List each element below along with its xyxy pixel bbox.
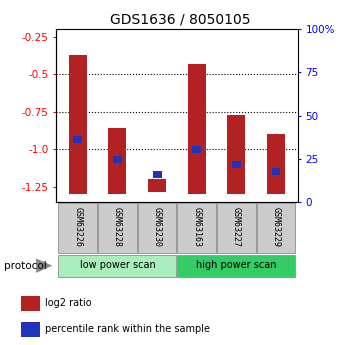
Text: percentile rank within the sample: percentile rank within the sample <box>45 324 210 334</box>
Text: high power scan: high power scan <box>196 260 277 270</box>
FancyBboxPatch shape <box>58 203 97 253</box>
Bar <box>109 128 126 194</box>
Bar <box>21 322 40 337</box>
FancyBboxPatch shape <box>58 255 177 277</box>
Text: GSM63163: GSM63163 <box>192 207 201 247</box>
Text: GSM63226: GSM63226 <box>73 207 82 247</box>
Bar <box>188 64 206 194</box>
Bar <box>69 55 87 194</box>
Text: low power scan: low power scan <box>79 260 155 270</box>
FancyBboxPatch shape <box>98 203 137 253</box>
Polygon shape <box>36 258 52 273</box>
Text: log2 ratio: log2 ratio <box>45 298 92 308</box>
Text: GDS1636 / 8050105: GDS1636 / 8050105 <box>110 12 251 26</box>
Bar <box>192 146 201 153</box>
FancyBboxPatch shape <box>217 203 256 253</box>
Text: GSM63227: GSM63227 <box>232 207 241 247</box>
Bar <box>113 156 122 163</box>
Bar <box>148 179 166 192</box>
Bar <box>153 171 161 178</box>
Text: GSM63228: GSM63228 <box>113 207 122 247</box>
Bar <box>21 296 40 311</box>
FancyBboxPatch shape <box>177 203 216 253</box>
Text: protocol: protocol <box>4 261 46 270</box>
FancyBboxPatch shape <box>177 255 295 277</box>
FancyBboxPatch shape <box>257 203 295 253</box>
Bar <box>73 136 82 143</box>
Text: GSM63229: GSM63229 <box>271 207 280 247</box>
FancyBboxPatch shape <box>138 203 177 253</box>
Bar <box>267 134 285 194</box>
Text: GSM63230: GSM63230 <box>153 207 162 247</box>
Bar <box>232 161 241 168</box>
Bar <box>271 168 280 175</box>
Bar <box>227 115 245 194</box>
